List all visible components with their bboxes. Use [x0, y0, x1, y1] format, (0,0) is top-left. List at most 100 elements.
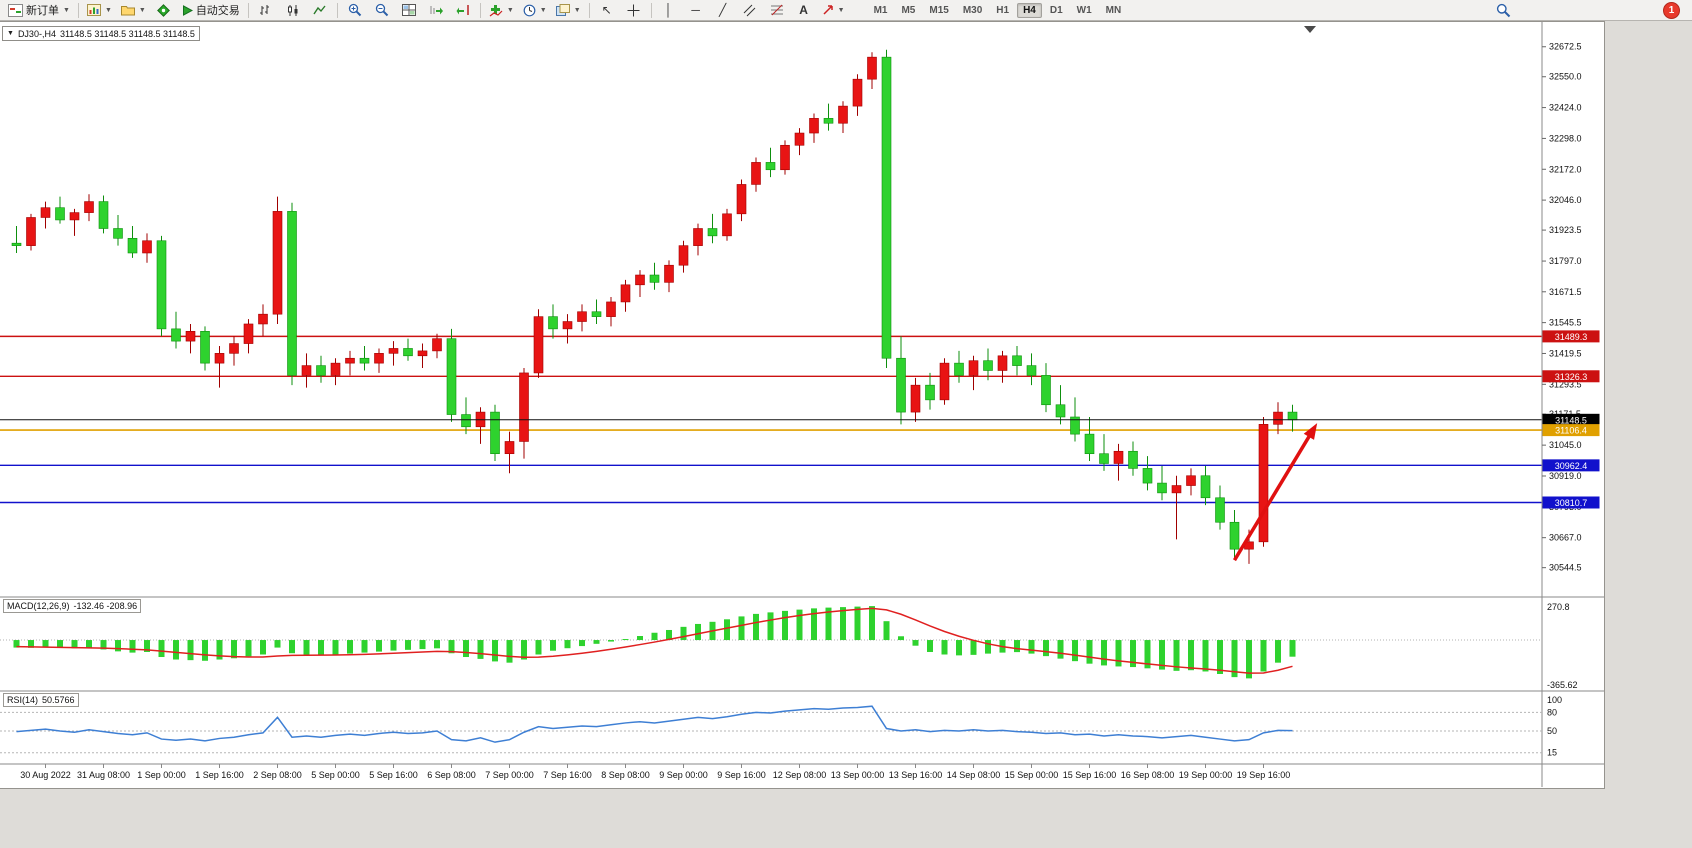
price-axis-label: 31293.5 — [1549, 379, 1582, 389]
ohlc-values: 31148.5 31148.5 31148.5 31148.5 — [59, 28, 195, 39]
price-axis-label: 31045.0 — [1549, 440, 1582, 450]
timeframe-button-mn[interactable]: MN — [1105, 4, 1122, 16]
autotrading-button[interactable]: 自动交易 — [178, 0, 244, 20]
ohlc-bars-icon — [260, 4, 270, 15]
play-icon — [182, 4, 193, 16]
chevron-down-icon: ▼ — [63, 6, 70, 14]
time-axis-label: 1 Sep 16:00 — [195, 770, 244, 780]
chart-canvas[interactable]: 32672.5 32550.0 32424.0 32298.0 32172.0 32046… — [0, 22, 1604, 788]
new-order-label: 新订单 — [26, 5, 59, 17]
chevron-down-icon: ▼ — [104, 6, 112, 14]
new-order-button[interactable]: 新订单 ▼ — [4, 0, 74, 20]
new-order-icon — [8, 3, 23, 17]
text-icon: A — [799, 3, 808, 17]
time-axis-label: 13 Sep 16:00 — [889, 770, 943, 780]
timeframe-button-m15[interactable]: M15 — [929, 4, 949, 16]
timeframe-button-h4[interactable]: H4 — [1017, 2, 1042, 18]
candlestick-mode-button[interactable] — [280, 0, 306, 20]
time-axis-label: 5 Sep 00:00 — [311, 770, 360, 780]
indicators-icon — [489, 4, 503, 16]
zoom-out-icon — [375, 3, 389, 17]
new-chart-icon — [86, 4, 101, 16]
workspace: 32672.5 32550.0 32424.0 32298.0 32172.0 32046… — [0, 21, 1692, 848]
zoom-in-button[interactable] — [342, 0, 368, 20]
price-badge: 31148.5 — [1555, 415, 1587, 425]
timeframe-button-m5[interactable]: M5 — [901, 4, 916, 16]
horizontal-line-icon: ─ — [691, 3, 700, 17]
price-axis-label: 31923.5 — [1549, 225, 1582, 235]
metaeditor-button[interactable] — [151, 0, 177, 20]
time-axis-label: 19 Sep 16:00 — [1237, 770, 1291, 780]
time-axis-label: 19 Sep 00:00 — [1179, 770, 1233, 780]
price-badge: 31106.4 — [1555, 426, 1587, 436]
timeframe-button-d1[interactable]: D1 — [1049, 4, 1063, 16]
rsi-indicator-label: RSI(14) 50.5766 — [3, 693, 79, 707]
periods-button[interactable]: ▼ — [519, 0, 551, 20]
crosshair-button[interactable] — [621, 0, 647, 20]
symbol-period-label: DJ30-,H4 — [17, 28, 56, 39]
toolbar-separator — [650, 2, 652, 18]
arrows-button[interactable]: ▼ — [818, 0, 849, 20]
toolbar-right: 1 — [1496, 1, 1688, 19]
timeframe-button-h1[interactable]: H1 — [996, 4, 1010, 16]
alert-badge[interactable]: 1 — [1663, 1, 1680, 19]
line-chart-icon — [313, 5, 326, 14]
toolbar-separator — [336, 2, 338, 18]
time-axis: 30 Aug 2022 31 Aug 08:00 1 Sep 00:00 1 Sep … — [20, 764, 1290, 780]
fibonacci-button[interactable] — [764, 0, 790, 20]
time-axis-label: 31 Aug 08:00 — [77, 770, 130, 780]
macd-scale-label: 270.8 — [1547, 602, 1570, 612]
price-badge: 31326.3 — [1555, 372, 1588, 382]
new-chart-button[interactable]: ▼ — [83, 0, 116, 20]
tile-windows-icon — [401, 4, 416, 16]
channel-button[interactable] — [737, 0, 763, 20]
price-badge: 30962.4 — [1555, 461, 1588, 471]
price-axis-label: 31419.5 — [1549, 348, 1582, 358]
rsi-scale-label: 100 — [1547, 695, 1562, 705]
indicators-button[interactable]: ▼ — [485, 0, 518, 20]
tile-windows-button[interactable] — [396, 0, 422, 20]
cursor-icon: ↖ — [601, 3, 612, 17]
templates-button[interactable]: ▼ — [552, 0, 585, 20]
candles-group — [11, 49, 1298, 564]
chart-shift-marker[interactable] — [1304, 26, 1316, 33]
price-axis-label: 30544.5 — [1549, 563, 1582, 573]
text-button[interactable]: A — [791, 0, 817, 20]
price-axis-label: 32172.0 — [1549, 164, 1582, 174]
timeframe-button-m30[interactable]: M30 — [962, 4, 983, 16]
autotrading-label: 自动交易 — [195, 5, 240, 17]
macd-panel — [0, 606, 1542, 679]
chart-window: 32672.5 32550.0 32424.0 32298.0 32172.0 32046… — [0, 21, 1605, 789]
crosshair-icon — [627, 4, 640, 16]
time-axis-label: 13 Sep 00:00 — [831, 770, 885, 780]
profiles-button[interactable]: ▼ — [117, 0, 150, 20]
auto-scroll-icon — [430, 6, 443, 15]
zoom-out-button[interactable] — [369, 0, 395, 20]
search-icon[interactable] — [1496, 3, 1511, 18]
chart-shift-button[interactable] — [450, 0, 476, 20]
horizontal-lines-group[interactable] — [0, 335, 1542, 504]
templates-icon — [555, 4, 570, 16]
auto-scroll-button[interactable] — [423, 0, 449, 20]
price-axis-label: 31545.5 — [1549, 318, 1582, 328]
cursor-button[interactable]: ↖ — [594, 0, 620, 20]
time-axis-label: 6 Sep 08:00 — [427, 770, 476, 780]
toolbar-separator — [77, 2, 79, 18]
macd-name: MACD(12,26,9) — [7, 601, 70, 611]
timeframe-button-w1[interactable]: W1 — [1076, 4, 1092, 16]
trend-arrow[interactable] — [1233, 423, 1318, 562]
vertical-line-button[interactable]: │ — [656, 0, 682, 20]
horizontal-line-button[interactable]: ─ — [683, 0, 709, 20]
timeframe-button-m1[interactable]: M1 — [873, 4, 888, 16]
arrow-object-icon — [823, 5, 833, 15]
time-axis-label: 15 Sep 00:00 — [1005, 770, 1059, 780]
chevron-down-icon: ▼ — [539, 6, 547, 14]
time-axis-label: 5 Sep 16:00 — [369, 770, 418, 780]
time-axis-label: 14 Sep 08:00 — [947, 770, 1001, 780]
trendline-button[interactable]: ╱ — [710, 0, 736, 20]
price-badge: 31489.3 — [1555, 332, 1588, 342]
vertical-line-icon: │ — [664, 3, 673, 17]
rsi-panel — [0, 705, 1542, 754]
bar-chart-mode-button[interactable] — [253, 0, 279, 20]
line-chart-mode-button[interactable] — [307, 0, 333, 20]
